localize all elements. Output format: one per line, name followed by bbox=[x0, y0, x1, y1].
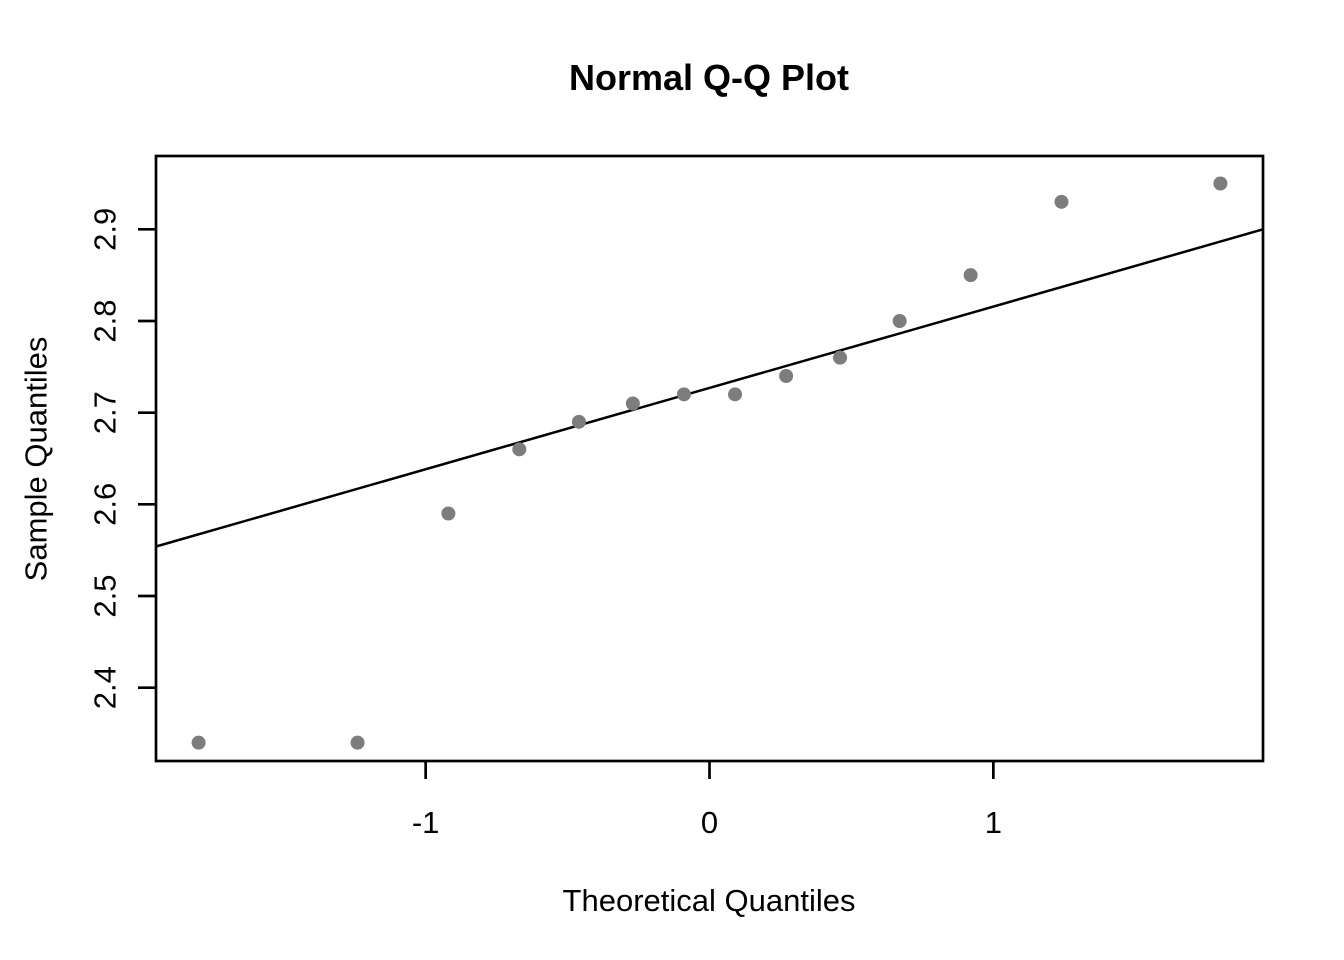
data-point bbox=[441, 506, 456, 521]
chart-title: Normal Q-Q Plot bbox=[569, 57, 849, 98]
data-point bbox=[571, 414, 586, 429]
y-tick-label: 2.8 bbox=[88, 299, 123, 342]
data-point bbox=[1213, 176, 1228, 191]
plot-layer: -1 0 1 2.4 2.5 2.6 2.7 2.8 2.9 bbox=[88, 154, 1265, 840]
qq-reference-line bbox=[155, 228, 1264, 548]
data-point bbox=[833, 350, 848, 365]
y-tick-label: 2.5 bbox=[88, 574, 123, 617]
data-point bbox=[625, 396, 640, 411]
x-tick-label: 0 bbox=[701, 805, 718, 840]
data-point bbox=[512, 442, 527, 457]
data-point bbox=[191, 735, 206, 750]
data-point bbox=[963, 268, 978, 283]
data-point bbox=[892, 314, 907, 328]
data-point bbox=[779, 369, 794, 383]
y-axis-label: Sample Quantiles bbox=[19, 337, 54, 582]
plot-border bbox=[154, 154, 1265, 763]
data-point bbox=[1054, 194, 1069, 209]
y-tick-label: 2.9 bbox=[88, 208, 123, 251]
y-tick-label: 2.7 bbox=[88, 391, 123, 434]
data-point bbox=[728, 387, 743, 402]
x-tick-label: 1 bbox=[985, 805, 1002, 840]
x-tick-label: -1 bbox=[412, 805, 440, 840]
x-axis-label: Theoretical Quantiles bbox=[563, 883, 856, 918]
y-tick-label: 2.4 bbox=[88, 666, 123, 709]
data-point bbox=[676, 387, 691, 402]
data-point bbox=[350, 735, 365, 750]
y-tick-label: 2.6 bbox=[88, 483, 123, 526]
